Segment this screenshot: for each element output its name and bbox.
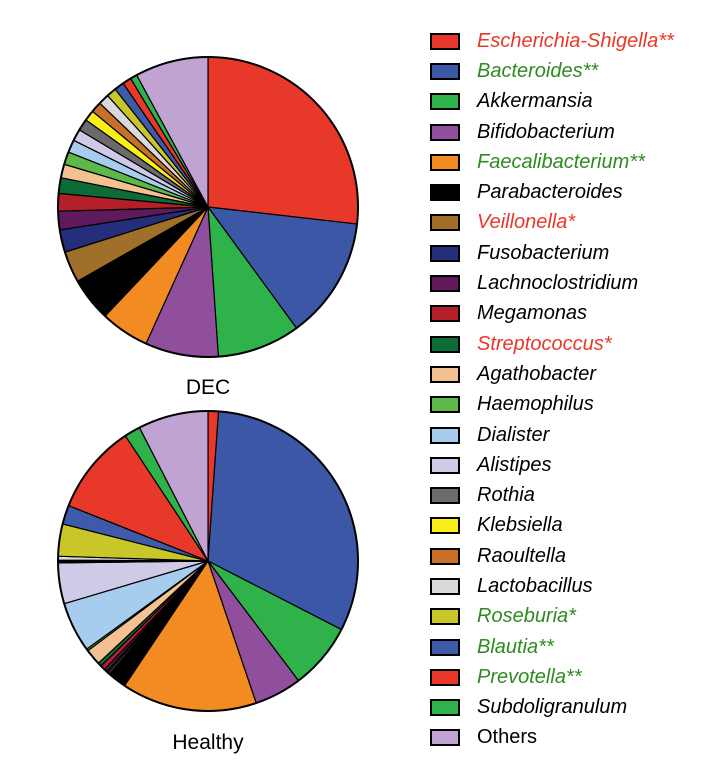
legend-label: Escherichia-Shigella** xyxy=(477,29,674,52)
legend-label: Dialister xyxy=(477,423,550,446)
legend-swatch xyxy=(430,123,460,141)
legend-item: Lactobacillus xyxy=(430,571,674,601)
legend-item: Akkermansia xyxy=(430,87,674,117)
legend-swatch xyxy=(430,547,460,565)
legend-item: Dialister xyxy=(430,420,674,450)
legend-swatch xyxy=(430,335,460,353)
legend-swatch xyxy=(430,577,460,595)
pie-slice-escherichia-shigella xyxy=(207,56,359,225)
legend-label: Raoultella xyxy=(477,544,566,567)
pie-outline xyxy=(57,410,359,712)
legend-item: Subdoligranulum xyxy=(430,693,674,723)
legend-swatch xyxy=(430,396,460,414)
legend-swatch xyxy=(430,668,460,686)
legend: Escherichia-Shigella** Bacteroides** Akker… xyxy=(430,26,674,753)
legend-label: Streptococcus* xyxy=(477,332,612,355)
legend-label: Alistipes xyxy=(477,453,552,476)
legend-item: Lachnoclostridium xyxy=(430,268,674,298)
legend-swatch xyxy=(430,517,460,535)
legend-label: Lachnoclostridium xyxy=(477,272,639,295)
legend-swatch xyxy=(430,699,460,717)
legend-item: Agathobacter xyxy=(430,359,674,389)
legend-swatch xyxy=(430,275,460,293)
pie-title-healthy: Healthy xyxy=(172,731,244,754)
legend-swatch xyxy=(430,638,460,656)
legend-label: Akkermansia xyxy=(477,90,593,113)
legend-label: Veillonella* xyxy=(477,211,576,234)
legend-item: Bifidobacterium xyxy=(430,117,674,147)
legend-swatch xyxy=(430,62,460,80)
legend-label: Others xyxy=(477,726,538,749)
legend-label: Agathobacter xyxy=(477,362,596,385)
legend-label: Prevotella** xyxy=(477,665,582,688)
legend-item: Veillonella* xyxy=(430,208,674,238)
legend-label: Faecalibacterium** xyxy=(477,150,645,173)
legend-item: Fusobacterium xyxy=(430,238,674,268)
legend-swatch xyxy=(430,729,460,747)
legend-swatch xyxy=(430,153,460,171)
legend-label: Blautia** xyxy=(477,635,554,658)
legend-item: Roseburia* xyxy=(430,602,674,632)
legend-item: Megamonas xyxy=(430,299,674,329)
legend-item: Haemophilus xyxy=(430,390,674,420)
legend-label: Haemophilus xyxy=(477,393,594,416)
legend-label: Bacteroides** xyxy=(477,59,599,82)
legend-swatch xyxy=(430,93,460,111)
legend-swatch xyxy=(430,426,460,444)
legend-item: Blautia** xyxy=(430,632,674,662)
legend-swatch xyxy=(430,244,460,262)
legend-item: Streptococcus* xyxy=(430,329,674,359)
pie-outline xyxy=(57,56,359,358)
legend-swatch xyxy=(430,184,460,202)
legend-label: Fusobacterium xyxy=(477,241,610,264)
legend-item: Prevotella** xyxy=(430,662,674,692)
legend-item: Parabacteroides xyxy=(430,177,674,207)
legend-swatch xyxy=(430,365,460,383)
legend-item: Faecalibacterium** xyxy=(430,147,674,177)
legend-item: Others xyxy=(430,723,674,753)
legend-item: Bacteroides** xyxy=(430,56,674,86)
legend-label: Lactobacillus xyxy=(477,574,593,597)
legend-swatch xyxy=(430,32,460,50)
legend-item: Raoultella xyxy=(430,541,674,571)
legend-swatch xyxy=(430,608,460,626)
legend-label: Bifidobacterium xyxy=(477,120,615,143)
legend-label: Roseburia* xyxy=(477,605,576,628)
legend-item: Klebsiella xyxy=(430,511,674,541)
legend-swatch xyxy=(430,214,460,232)
legend-swatch xyxy=(430,487,460,505)
pie-title-dec: DEC xyxy=(185,376,231,399)
legend-label: Parabacteroides xyxy=(477,181,623,204)
legend-item: Alistipes xyxy=(430,450,674,480)
legend-item: Rothia xyxy=(430,480,674,510)
legend-item: Escherichia-Shigella** xyxy=(430,26,674,56)
legend-swatch xyxy=(430,305,460,323)
legend-swatch xyxy=(430,456,460,474)
legend-label: Subdoligranulum xyxy=(477,696,628,719)
legend-label: Klebsiella xyxy=(477,514,563,537)
legend-label: Rothia xyxy=(477,484,535,507)
legend-label: Megamonas xyxy=(477,302,588,325)
